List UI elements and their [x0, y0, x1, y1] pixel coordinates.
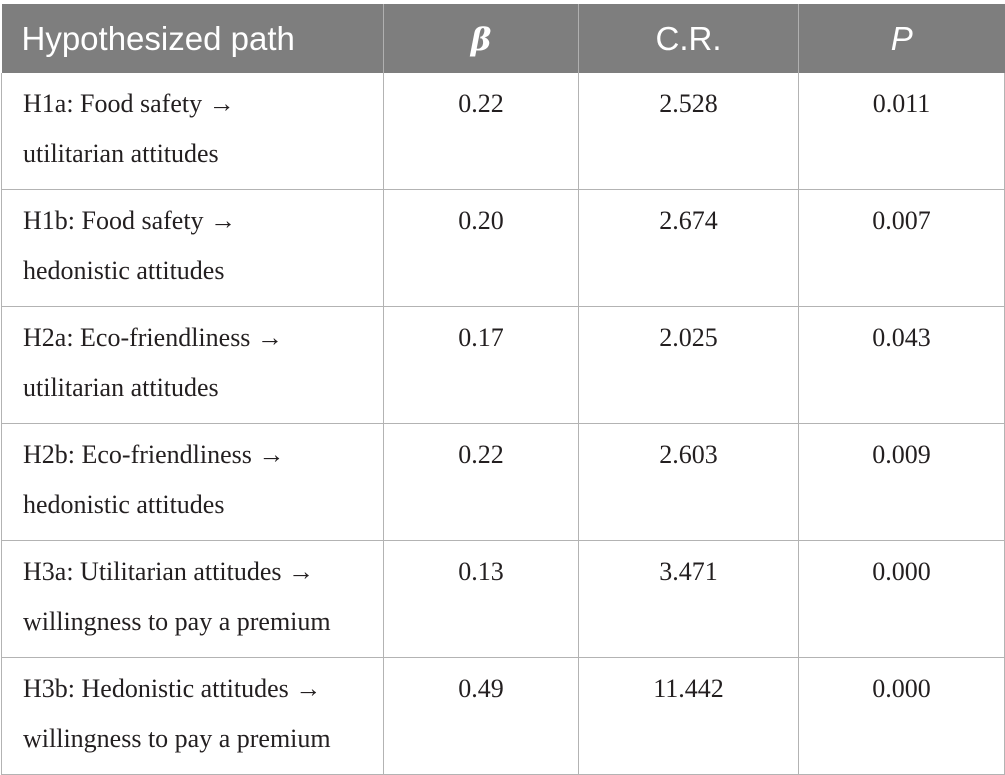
- path-cell: H3a: Utilitarian attitudes → willingness…: [1, 540, 384, 658]
- cr-cell: 2.025: [578, 306, 799, 424]
- beta-cell: 0.22: [383, 423, 579, 541]
- table-row: H2a: Eco-friendliness → utilitarian atti…: [1, 306, 1005, 424]
- path-line: willingness to pay a premium: [23, 607, 331, 636]
- table-row: H3b: Hedonistic attitudes → willingness …: [1, 657, 1005, 775]
- beta-cell: 0.13: [383, 540, 579, 658]
- table-row: H1a: Food safety → utilitarian attitudes…: [1, 73, 1005, 190]
- path-line: utilitarian attitudes: [23, 139, 219, 168]
- table-row: H2b: Eco-friendliness → hedonistic attit…: [1, 423, 1005, 541]
- header-beta-label: β: [470, 21, 492, 58]
- path-line: hedonistic attitudes: [23, 256, 225, 285]
- header-row: Hypothesized path β C.R. P: [1, 4, 1005, 73]
- path-line: H1b: Food safety →: [23, 206, 237, 235]
- path-line: H2a: Eco-friendliness →: [23, 323, 283, 352]
- path-cell: H3b: Hedonistic attitudes → willingness …: [1, 657, 384, 775]
- header-beta: β: [383, 4, 579, 73]
- beta-cell: 0.20: [383, 189, 579, 307]
- path-line: H3b: Hedonistic attitudes →: [23, 674, 322, 703]
- path-cell: H1b: Food safety → hedonistic attitudes: [1, 189, 384, 307]
- hypothesis-results-table: Hypothesized path β C.R. P H1a: Food saf…: [1, 4, 1005, 775]
- path-line: H2b: Eco-friendliness →: [23, 440, 285, 469]
- cr-cell: 2.674: [578, 189, 799, 307]
- p-cell: 0.000: [798, 657, 1005, 775]
- path-line: H1a: Food safety →: [23, 89, 235, 118]
- beta-cell: 0.22: [383, 73, 579, 190]
- beta-cell: 0.17: [383, 306, 579, 424]
- cr-cell: 11.442: [578, 657, 799, 775]
- cr-cell: 2.603: [578, 423, 799, 541]
- p-cell: 0.009: [798, 423, 1005, 541]
- cr-cell: 3.471: [578, 540, 799, 658]
- cr-cell: 2.528: [578, 73, 799, 190]
- table-row: H1b: Food safety → hedonistic attitudes …: [1, 189, 1005, 307]
- header-hypothesized-path: Hypothesized path: [1, 4, 384, 73]
- p-cell: 0.043: [798, 306, 1005, 424]
- p-cell: 0.007: [798, 189, 1005, 307]
- header-p: P: [798, 4, 1005, 73]
- path-cell: H1a: Food safety → utilitarian attitudes: [1, 73, 384, 190]
- header-p-label: P: [890, 19, 913, 57]
- path-line: H3a: Utilitarian attitudes →: [23, 557, 314, 586]
- p-cell: 0.011: [798, 73, 1005, 190]
- header-cr: C.R.: [578, 4, 799, 73]
- path-line: utilitarian attitudes: [23, 373, 219, 402]
- table-row: H3a: Utilitarian attitudes → willingness…: [1, 540, 1005, 658]
- path-cell: H2b: Eco-friendliness → hedonistic attit…: [1, 423, 384, 541]
- p-cell: 0.000: [798, 540, 1005, 658]
- path-line: hedonistic attitudes: [23, 490, 225, 519]
- path-cell: H2a: Eco-friendliness → utilitarian atti…: [1, 306, 384, 424]
- path-line: willingness to pay a premium: [23, 724, 331, 753]
